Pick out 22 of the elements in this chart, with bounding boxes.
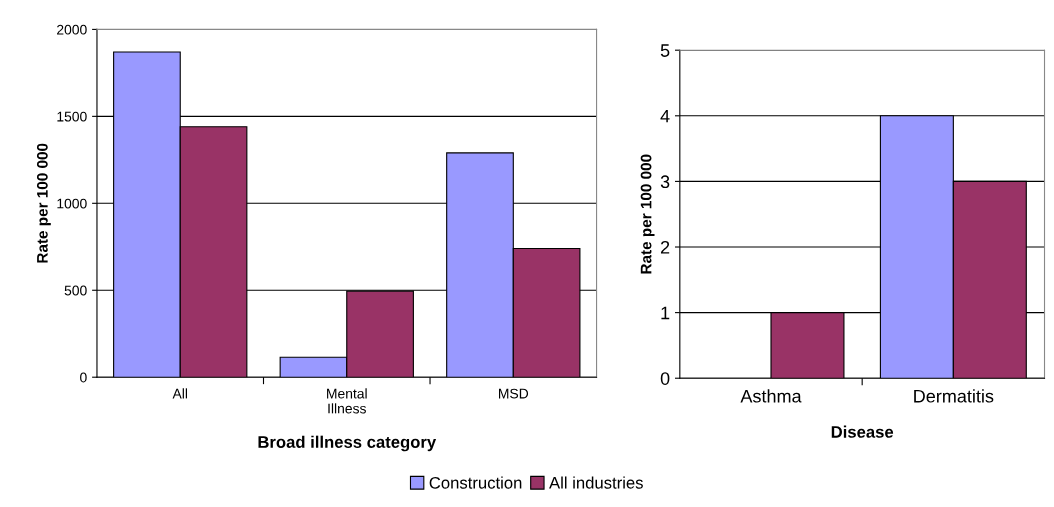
y-tick-label: 3 xyxy=(660,175,670,189)
y-tick-label: 0 xyxy=(660,372,670,385)
x-tick-label: MSD xyxy=(499,388,529,399)
y-tick-label: 1500 xyxy=(57,111,87,122)
legend-label: All industries xyxy=(549,476,643,489)
x-tick-label: Dermatitis xyxy=(914,389,994,403)
x-tick-label: Mental Illness xyxy=(327,388,367,414)
x-axis-title: Disease xyxy=(831,425,894,438)
y-tick-label: 2 xyxy=(660,240,670,254)
y-tick-label: 4 xyxy=(660,109,670,123)
y-tick-label: 1 xyxy=(661,306,670,320)
x-tick-label: Asthma xyxy=(740,389,802,403)
y-tick-label: 5 xyxy=(660,44,670,57)
y-tick-label: 2000 xyxy=(57,24,87,35)
y-axis-title: Rate per 100 000 xyxy=(640,154,655,274)
y-tick-label: 500 xyxy=(64,285,87,296)
legend-label: Construction xyxy=(429,476,522,489)
x-axis-title: Broad illness category xyxy=(258,435,437,452)
y-tick-label: 1000 xyxy=(57,198,87,209)
y-axis-title: Rate per 100 000 xyxy=(36,143,51,263)
x-tick-label: All xyxy=(172,388,188,399)
y-tick-label: 0 xyxy=(80,372,87,383)
